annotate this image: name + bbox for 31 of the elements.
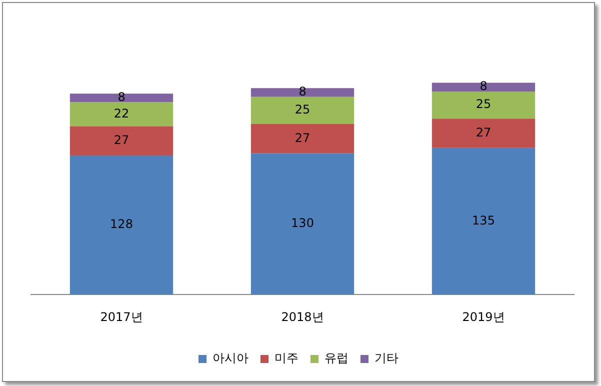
legend-label: 기타 <box>374 351 398 366</box>
data-label: 22 <box>114 106 130 120</box>
bar <box>432 118 536 148</box>
data-label: 27 <box>476 125 492 140</box>
bar <box>70 94 174 102</box>
data-label: 128 <box>110 217 133 232</box>
data-label: 130 <box>291 216 314 230</box>
x-tick-label: 2019년 <box>462 310 505 324</box>
bar <box>250 153 354 295</box>
bar <box>70 102 174 126</box>
x-tick-label: 2017년 <box>100 310 143 324</box>
data-label: 8 <box>480 79 488 94</box>
data-label: 8 <box>118 90 126 104</box>
data-label: 27 <box>114 133 130 147</box>
bar <box>432 82 536 92</box>
bar <box>250 96 354 124</box>
bar <box>432 148 536 295</box>
legend-label: 유럽 <box>324 351 348 366</box>
data-label: 135 <box>472 213 495 228</box>
legend-label: 아시아 <box>212 351 248 366</box>
legend-label: 미주 <box>274 351 298 366</box>
bar <box>70 156 174 295</box>
x-tick-label: 2018년 <box>281 310 324 324</box>
data-label: 25 <box>294 102 310 117</box>
data-label: 27 <box>294 130 310 145</box>
bar <box>70 126 174 156</box>
bar <box>432 91 536 119</box>
bar <box>250 124 354 154</box>
bar <box>250 88 354 97</box>
data-label: 25 <box>476 97 492 112</box>
data-label: 8 <box>298 84 306 99</box>
